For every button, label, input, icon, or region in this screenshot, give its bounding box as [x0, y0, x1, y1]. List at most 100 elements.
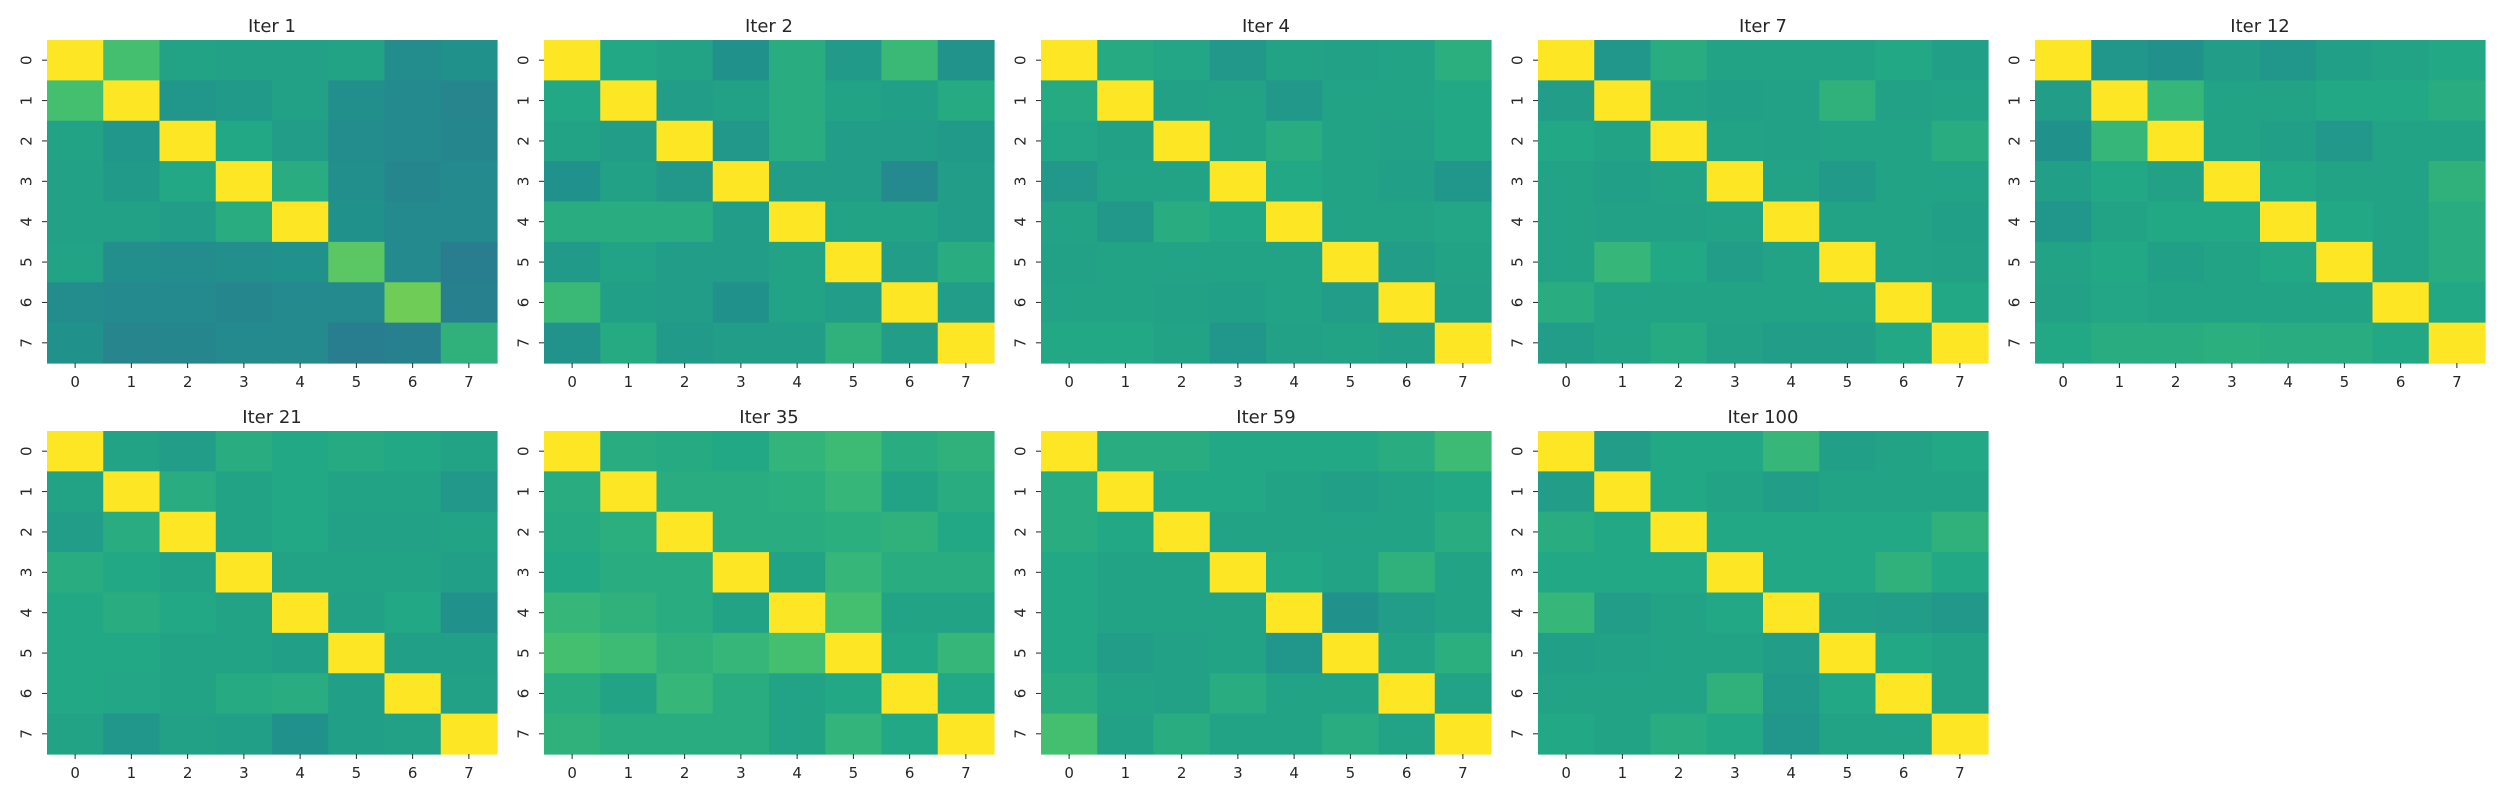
heatmap-cell [1378, 673, 1436, 715]
heatmap-cell [159, 471, 217, 513]
heatmap-cell [600, 80, 658, 122]
heatmap-cell [656, 282, 714, 324]
heatmap-cell [1875, 511, 1933, 553]
y-tick-label: 0 [515, 446, 533, 456]
heatmap-cell [544, 201, 601, 243]
heatmap-cell [1650, 471, 1708, 513]
x-tick-label: 1 [624, 764, 634, 782]
heatmap-cell [1763, 552, 1820, 594]
heatmap-cell [1819, 511, 1877, 553]
heatmap-cell [1931, 471, 1989, 513]
heatmap-cell [1819, 241, 1877, 283]
heatmap-cell [2035, 40, 2092, 81]
y-tick-label: 4 [515, 608, 533, 618]
heatmap-cell [881, 592, 939, 634]
x-tick-label: 6 [408, 373, 418, 391]
heatmap-cell [47, 471, 104, 513]
heatmap-cell [384, 471, 442, 513]
heatmap-cell [1594, 161, 1652, 203]
heatmap-cell [1875, 471, 1933, 513]
heatmap-cell [712, 592, 770, 634]
heatmap-cell [1434, 80, 1492, 122]
heatmap-cell [544, 673, 601, 715]
heatmap-cell [272, 713, 329, 755]
heatmap-cell [544, 161, 601, 203]
y-tick-label: 7 [1012, 729, 1030, 739]
heatmap-cell [1819, 431, 1877, 472]
heatmap-cell [272, 673, 329, 715]
heatmap-cell [2035, 201, 2092, 243]
heatmap-cell [1650, 431, 1708, 472]
heatmap-cell [825, 80, 883, 122]
heatmap-cell [1041, 120, 1098, 162]
heatmap-cell [825, 282, 883, 324]
heatmap-cell [1041, 552, 1098, 594]
heatmap-panel: Iter 21 0 1 2 3 4 5 6 7 0 1 2 3 4 5 6 7 [18, 407, 498, 782]
x-tick-label: 6 [1899, 373, 1909, 391]
y-tick-label: 2 [1509, 136, 1527, 146]
y-tick-label: 5 [1012, 257, 1030, 267]
heatmap-cell [103, 80, 161, 122]
y-tick-label: 2 [18, 136, 36, 146]
heatmap-cell [1650, 592, 1708, 634]
heatmap-cell [328, 161, 386, 203]
x-tick-label: 5 [352, 373, 362, 391]
heatmap-cell [881, 511, 939, 553]
heatmap-cell [1763, 592, 1820, 634]
heatmap-cell [712, 511, 770, 553]
heatmap-cell [937, 120, 995, 162]
heatmap-cell [2260, 161, 2317, 203]
heatmap-cell [600, 322, 658, 364]
heatmap-cell [384, 713, 442, 755]
heatmap-cell [1538, 80, 1595, 122]
heatmap-cell [1097, 282, 1155, 324]
heatmap-cell [1931, 552, 1989, 594]
y-tick-label: 2 [2006, 136, 2024, 146]
heatmap-cell [1153, 161, 1211, 203]
heatmap-cell [1763, 201, 1820, 243]
heatmap-cell [2035, 322, 2092, 364]
heatmap-cell [2428, 120, 2486, 162]
heatmap-cell [656, 201, 714, 243]
heatmap-cell [1538, 471, 1595, 513]
heatmap-cell [1434, 40, 1492, 81]
heatmap-cell [1209, 673, 1267, 715]
x-tick-label: 7 [1955, 764, 1965, 782]
heatmap-cell [881, 673, 939, 715]
heatmap-cell [769, 632, 826, 674]
heatmap-cell [825, 592, 883, 634]
heatmap-cell [1322, 673, 1380, 715]
heatmap-cell [1706, 201, 1764, 243]
heatmap-cell [440, 673, 498, 715]
heatmap-cell [440, 713, 498, 755]
heatmap-cell [881, 471, 939, 513]
heatmap-cell [1378, 322, 1436, 364]
heatmap-cell [769, 713, 826, 755]
heatmap-cell [1931, 161, 1989, 203]
heatmap-cell [1209, 511, 1267, 553]
x-tick-label: 6 [408, 764, 418, 782]
y-tick-label: 4 [18, 217, 36, 227]
y-tick-label: 3 [18, 568, 36, 578]
heatmap-cell [328, 201, 386, 243]
heatmap-cell [1322, 161, 1380, 203]
heatmap-cell [825, 632, 883, 674]
heatmap-cell [1538, 322, 1595, 364]
heatmap-cell [656, 471, 714, 513]
heatmap-cell [1931, 201, 1989, 243]
heatmap-cell [47, 201, 104, 243]
y-tick-label: 0 [1509, 446, 1527, 456]
heatmap-cell [1322, 322, 1380, 364]
heatmap-cell [1650, 511, 1708, 553]
heatmap-cell [656, 713, 714, 755]
heatmap-cell [1097, 673, 1155, 715]
y-tick-label: 6 [1012, 689, 1030, 699]
x-tick-label: 1 [624, 373, 634, 391]
heatmap-cell [1097, 471, 1155, 513]
heatmap-cell [1266, 552, 1323, 594]
heatmap-cell [215, 673, 273, 715]
heatmap-cell [1819, 471, 1877, 513]
heatmap-cell [825, 713, 883, 755]
x-tick-label: 3 [239, 373, 249, 391]
heatmap-cell [769, 471, 826, 513]
